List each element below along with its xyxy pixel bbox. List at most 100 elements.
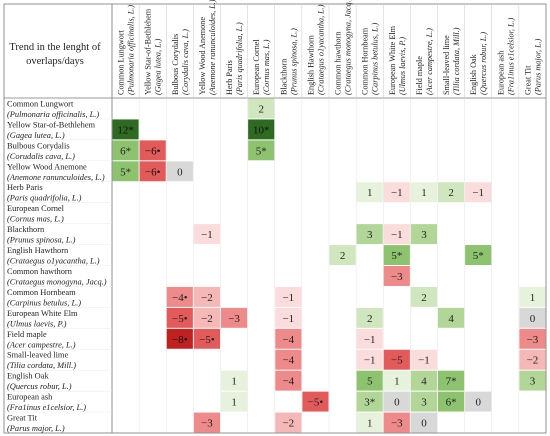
column-name: Small-leaved lime bbox=[442, 35, 451, 95]
heatmap-cell bbox=[519, 307, 546, 328]
column-latin-name: (Paris quadrifolia, L.) bbox=[235, 22, 244, 95]
heatmap-cell bbox=[302, 391, 329, 412]
heatmap-cell bbox=[193, 412, 220, 433]
heatmap-cell bbox=[166, 161, 193, 182]
row-name: European Cornel bbox=[7, 204, 65, 213]
heatmap-cell bbox=[356, 412, 383, 433]
heatmap-cell bbox=[383, 245, 410, 265]
row-name: Bulbous Corydalis bbox=[7, 141, 70, 150]
column-header-yellow-star-of-bethlehem: Yellow Star-of-Bethlehem (Gagea lutea, L.… bbox=[144, 8, 163, 95]
heatmap-cell bbox=[410, 286, 437, 307]
heatmap-cell bbox=[275, 328, 302, 349]
cell-value-label: −4• bbox=[172, 292, 188, 304]
row-latin-name: (Anemone ranunculoides, L.) bbox=[7, 173, 105, 182]
cell-value-label: 10* bbox=[253, 124, 270, 136]
cell-value-label: 2 bbox=[258, 103, 264, 115]
column-header-yellow-wood-anemone: Yellow Wood Anemone (Anemone ranunculoide… bbox=[198, 0, 217, 95]
cell-value-label: 0 bbox=[475, 397, 481, 409]
heatmap-cell bbox=[193, 307, 220, 328]
heatmap-cell bbox=[438, 370, 465, 391]
column-latin-name: (Parus major, L.) bbox=[533, 38, 542, 95]
column-latin-name: (Fra1inus e1celsior, L.) bbox=[506, 17, 515, 95]
cell-value-label: −1 bbox=[391, 229, 403, 241]
cell-value-label: 1 bbox=[394, 376, 400, 388]
row-header-european-white-elm: European White Elm(Ulmus laevis, P.) bbox=[7, 309, 78, 328]
chart-title-line-1: Trend in the lenght of bbox=[9, 42, 101, 53]
cell-value-label: −4 bbox=[282, 334, 294, 346]
cell-value-label: −1 bbox=[472, 187, 484, 199]
heatmap-cells: 2 12* 10* 6* −6• 5* 5* −6• 0 1 −1 1 2 −1 −1 3 −1 3 2 5* 5* −3… bbox=[112, 98, 546, 433]
cell-value-label: −1 bbox=[391, 187, 403, 199]
cell-value-label: 2 bbox=[367, 313, 373, 325]
heatmap-cell bbox=[329, 245, 356, 265]
column-latin-name: (Gagea lutea, L.) bbox=[154, 38, 163, 95]
heatmap-cell bbox=[112, 140, 139, 161]
column-header-common-hawthorn: Common hawthorn (Crataegus monogyna, Jacq… bbox=[334, 0, 353, 95]
heatmap-cell bbox=[248, 140, 275, 161]
column-latin-name: (Prunus spinosa, L.) bbox=[289, 28, 298, 95]
cell-value-label: −5• bbox=[199, 334, 215, 346]
row-latin-name: (Carpinus betulus, L.) bbox=[7, 298, 81, 307]
heatmap-cell bbox=[356, 224, 383, 245]
heatmap-cell bbox=[465, 245, 492, 265]
column-name: Herb Paris bbox=[225, 60, 234, 95]
column-name: English Hawthorn bbox=[306, 35, 315, 95]
heatmap-cell bbox=[410, 224, 437, 245]
heatmap-cell bbox=[356, 370, 383, 391]
cell-value-label: −3 bbox=[228, 313, 240, 325]
heatmap-cell bbox=[383, 412, 410, 433]
row-name: Yellow Star-of-Bethlehem bbox=[7, 120, 96, 129]
heatmap-cell bbox=[410, 391, 437, 412]
row-name: European White Elm bbox=[7, 309, 78, 318]
column-name: Yellow Star-of-Bethlehem bbox=[144, 8, 153, 95]
cell-value-label: 1 bbox=[367, 418, 373, 430]
row-name: Field maple bbox=[7, 330, 47, 339]
cell-value-label: 3 bbox=[530, 376, 536, 388]
column-latin-name: (Crataegus monogyna, Jacq.) bbox=[344, 0, 353, 95]
cell-value-label: 0 bbox=[394, 397, 400, 409]
heatmap-cell bbox=[193, 224, 220, 245]
row-name: English Hawthorn bbox=[7, 246, 69, 255]
cell-value-label: −2 bbox=[527, 355, 539, 367]
row-name: Common hawthorn bbox=[7, 267, 73, 276]
row-latin-name: (Parus major, L.) bbox=[7, 424, 65, 433]
heatmap-cell bbox=[383, 224, 410, 245]
heatmap-cell bbox=[166, 328, 193, 349]
cell-value-label: 2 bbox=[421, 292, 427, 304]
row-latin-name: (Paris quadrifolia, L.) bbox=[7, 194, 82, 203]
cell-value-label: −1 bbox=[282, 313, 294, 325]
cell-value-label: 3 bbox=[421, 397, 427, 409]
column-header-great-tit: Great Tit (Parus major, L.) bbox=[523, 38, 542, 95]
column-name: Field maple bbox=[415, 56, 424, 95]
row-latin-name: (Quercus robur, L.) bbox=[7, 382, 72, 391]
column-header-english-hawthorn: English Hawthorn (Crataegus o1yacantha, L… bbox=[306, 4, 325, 95]
row-latin-name: (Prunus spinosa, L.) bbox=[7, 236, 76, 245]
row-headers: Common Lungwort (Pulmonaria officinalis, … bbox=[7, 99, 107, 433]
column-name: Yellow Wood Anemone bbox=[198, 17, 207, 95]
row-header-common-lungwort: Common Lungwort (Pulmonaria officinalis, … bbox=[7, 99, 99, 118]
heatmap-cell bbox=[438, 182, 465, 203]
column-latin-name: (Acer campestre, L.) bbox=[425, 28, 434, 95]
cell-value-label: 0 bbox=[530, 313, 536, 325]
row-header-great-tit: Great Tit(Parus major, L.) bbox=[7, 414, 65, 433]
row-header-english-hawthorn: English Hawthorn (Crataegus o1yacantha, L… bbox=[7, 246, 100, 265]
column-header-english-oak: English Oak (Quercus robur, L.) bbox=[469, 32, 488, 95]
column-header-small-leaved-lime: Small-leaved lime (Tilia cordata, Mill.) bbox=[442, 27, 461, 95]
heatmap-cell bbox=[438, 307, 465, 328]
cell-value-label: 3 bbox=[367, 229, 373, 241]
heatmap-cell bbox=[519, 286, 546, 307]
cell-value-label: 5 bbox=[367, 376, 373, 388]
row-name: Yellow Wood Anemone bbox=[7, 162, 87, 171]
heatmap-cell bbox=[383, 349, 410, 370]
heatmap-cell bbox=[383, 266, 410, 286]
heatmap-cell bbox=[383, 391, 410, 412]
cell-value-label: 0 bbox=[421, 418, 427, 430]
heatmap-cell bbox=[221, 370, 248, 391]
cell-value-label: 4 bbox=[448, 313, 454, 325]
heatmap-cell bbox=[139, 161, 166, 182]
row-header-english-oak: English Oak(Quercus robur, L.) bbox=[7, 372, 72, 391]
cell-value-label: 5* bbox=[473, 250, 484, 262]
column-name: Common Hornbeam bbox=[361, 27, 370, 95]
row-latin-name: (Pulmonaria officinalis, L.) bbox=[7, 110, 99, 119]
column-header-european-cornel: European Cornel (Cornus mas, L.) bbox=[252, 39, 271, 95]
